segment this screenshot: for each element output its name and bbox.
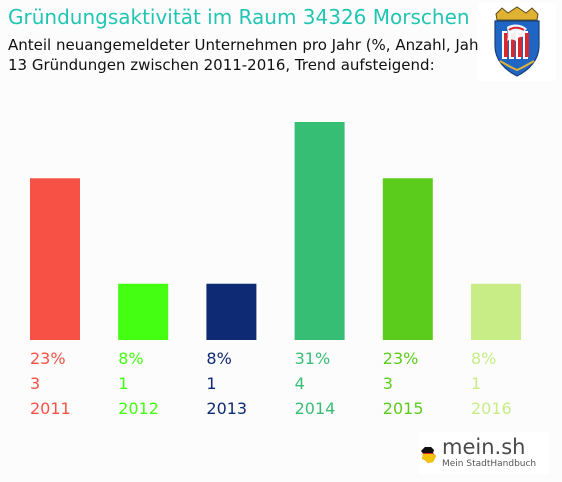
year-label-2016: 2016 xyxy=(471,399,512,418)
hesse-coat-of-arms-icon xyxy=(478,3,556,81)
count-label-2014: 4 xyxy=(295,374,305,393)
value-label-2013: 8% xyxy=(206,349,231,368)
bar-2012 xyxy=(118,283,169,340)
chart-subtitle-line-2: 13 Gründungen zwischen 2011-2016, Trend … xyxy=(8,56,435,74)
year-label-2012: 2012 xyxy=(118,399,159,418)
chart-subtitle-line-1: Anteil neuangemeldeter Unternehmen pro J… xyxy=(8,36,491,54)
chart-title: Gründungsaktivität im Raum 34326 Morsche… xyxy=(8,5,470,29)
logo-text-main: mein.sh xyxy=(442,435,526,459)
bar-2015 xyxy=(382,178,433,340)
count-label-2011: 3 xyxy=(30,374,40,393)
value-label-2016: 8% xyxy=(471,349,496,368)
count-label-2015: 3 xyxy=(383,374,393,393)
mein-sh-logo: mein.sh Mein StadtHandbuch xyxy=(418,432,550,474)
year-label-2015: 2015 xyxy=(383,399,424,418)
bar-2013 xyxy=(206,283,257,340)
value-label-2014: 31% xyxy=(295,349,331,368)
germany-map-icon xyxy=(420,446,438,464)
value-label-2012: 8% xyxy=(118,349,143,368)
year-label-2013: 2013 xyxy=(206,399,247,418)
year-label-2014: 2014 xyxy=(295,399,336,418)
value-label-2011: 23% xyxy=(30,349,66,368)
count-label-2013: 1 xyxy=(206,374,216,393)
bar-2011 xyxy=(30,178,80,340)
count-label-2012: 1 xyxy=(118,374,128,393)
logo-text-sub: Mein StadtHandbuch xyxy=(442,459,537,469)
count-label-2016: 1 xyxy=(471,374,481,393)
year-label-2011: 2011 xyxy=(30,399,71,418)
bar-2016 xyxy=(471,283,521,340)
bar-2014 xyxy=(294,122,345,340)
value-label-2015: 23% xyxy=(383,349,419,368)
